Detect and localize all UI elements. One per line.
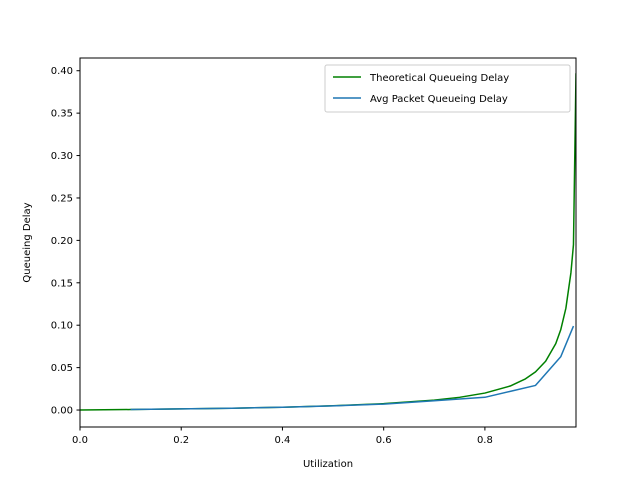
- x-tick-label: 0.0: [72, 435, 88, 446]
- plot-frame: [79, 57, 577, 428]
- x-tick-label: 0.6: [376, 435, 392, 446]
- y-axis: 0.00 0.05 0.10 0.15 0.20 0.25 0.30 0.35 0.40: [51, 66, 80, 417]
- y-tick-label: 0.35: [51, 109, 73, 120]
- series-line-2: [130, 325, 575, 411]
- x-tick-label: 0.2: [173, 435, 189, 446]
- y-axis-label: Queueing Delay: [22, 202, 33, 282]
- y-tick-label: 0.00: [51, 406, 73, 417]
- y-tick-label: 0.40: [51, 66, 73, 77]
- x-axis: 0.0 0.2 0.4 0.6 0.8: [72, 427, 493, 446]
- legend-label: Theoretical Queueing Delay: [369, 73, 509, 84]
- y-tick-label: 0.15: [51, 278, 73, 289]
- y-tick-label: 0.20: [51, 236, 73, 247]
- y-tick-label: 0.05: [51, 363, 73, 374]
- y-tick-label: 0.25: [51, 193, 73, 204]
- legend-box: [324, 64, 571, 113]
- x-tick-label: 0.4: [274, 435, 290, 446]
- x-tick-label: 0.8: [477, 435, 493, 446]
- x-axis-label: Utilization: [303, 459, 353, 470]
- plot-lines: [80, 73, 576, 411]
- legend: Theoretical Queueing Delay Avg Packet Que…: [324, 64, 571, 113]
- y-tick-label: 0.30: [51, 151, 73, 162]
- y-tick-label: 0.10: [51, 321, 73, 332]
- legend-label: Avg Packet Queueing Delay: [370, 94, 508, 105]
